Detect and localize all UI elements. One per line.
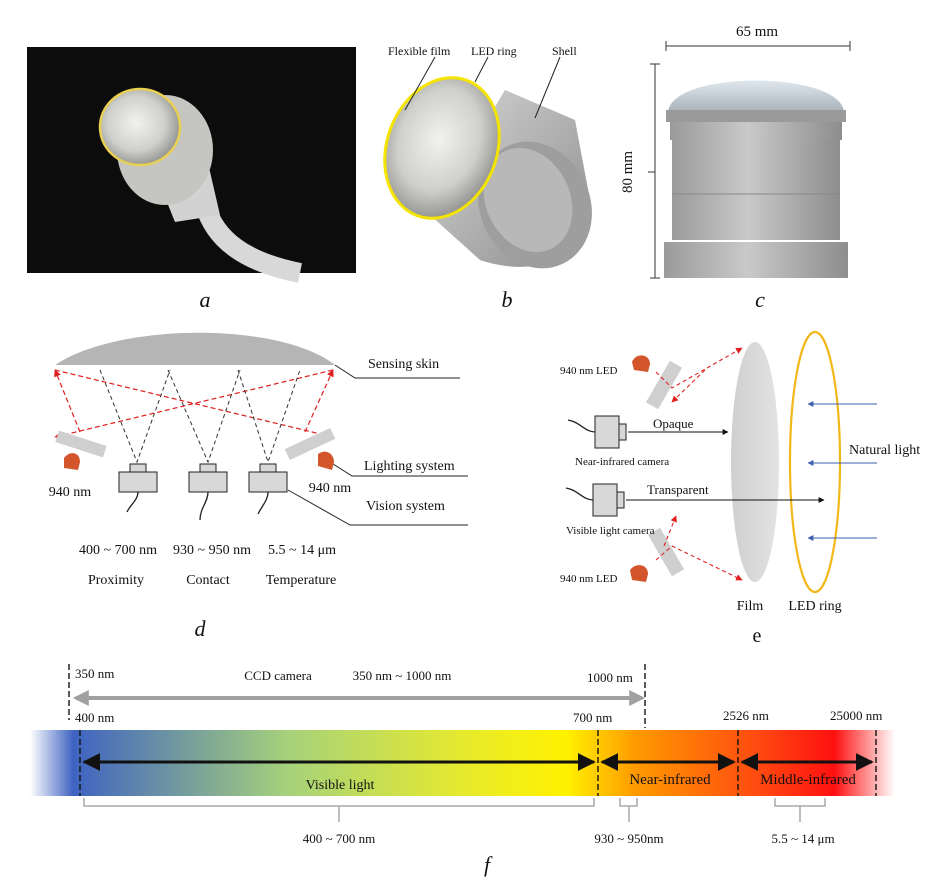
bracket-visible-label: 400 ~ 700 nm	[303, 831, 375, 846]
led-bottom-panel	[647, 527, 685, 577]
led-left-icon	[64, 453, 80, 470]
band-upper	[670, 122, 842, 140]
shell-base-inner	[483, 147, 573, 253]
film-label: Film	[737, 599, 764, 614]
panel-label-f: f	[484, 852, 493, 877]
region-mir: Middle-infrared	[760, 772, 856, 788]
region-nir: Near-infrared	[629, 772, 711, 788]
panel-c: 65 mm 80 mm c	[620, 24, 851, 312]
led-top-panel	[645, 360, 683, 410]
mode-contact: Contact	[186, 573, 230, 588]
led-right-label: 940 nm	[309, 481, 352, 496]
led-panel-right	[284, 427, 336, 461]
callout-led-ring: LED ring	[471, 44, 517, 58]
nir-camera-label: Near-infrared camera	[575, 456, 669, 468]
red-ray-3	[304, 369, 334, 433]
mark-2526: 2526 nm	[723, 708, 769, 723]
panel-label-a: a	[200, 287, 211, 312]
ccd-right-label: 1000 nm	[587, 670, 633, 685]
bracket-nir-label: 930 ~ 950nm	[594, 831, 663, 846]
callout-line-film	[404, 56, 436, 111]
red-ray-1	[54, 369, 81, 433]
mark-400: 400 nm	[75, 710, 114, 725]
led-top-ray	[655, 347, 743, 389]
panel-label-b: b	[502, 287, 513, 312]
led-top-ray-back	[671, 369, 706, 403]
flexible-film-shape	[384, 77, 500, 219]
led-right-icon	[318, 451, 334, 470]
panel-e: 940 nm LED 940 nm LED Opaque Near-infrar…	[560, 330, 920, 647]
band-temperature: 5.5 ~ 14 μm	[268, 543, 336, 558]
callout-line-shell	[534, 56, 561, 119]
label-sensing-skin: Sensing skin	[368, 357, 439, 372]
band-top	[666, 110, 846, 122]
led-ring-shape	[383, 76, 501, 220]
camera-3	[248, 463, 288, 515]
dim-width-label: 65 mm	[736, 24, 778, 40]
led-top-icon	[632, 355, 650, 372]
band-proximity: 400 ~ 700 nm	[79, 543, 157, 558]
region-visible: Visible light	[306, 778, 375, 793]
led-top-label: 940 nm LED	[560, 365, 617, 377]
mode-temperature: Temperature	[266, 573, 337, 588]
led-bottom-ray	[655, 545, 743, 581]
led-panel-left	[55, 430, 107, 458]
callout-sensing-skin	[334, 364, 460, 379]
label-vision-system: Vision system	[366, 499, 445, 514]
led-ring-label: LED ring	[788, 599, 841, 614]
mark-700: 700 nm	[573, 710, 612, 725]
bracket-mir	[774, 798, 826, 807]
dome-side	[668, 80, 844, 112]
led-bottom-ray-back	[663, 515, 677, 547]
led-bottom-label: 940 nm LED	[560, 573, 617, 585]
visible-camera	[565, 483, 625, 517]
callout-lighting	[329, 461, 468, 477]
mode-proximity: Proximity	[88, 573, 144, 588]
callout-flexible-film: Flexible film	[388, 44, 451, 58]
band-contact: 930 ~ 950 nm	[173, 543, 251, 558]
natural-light-label: Natural light	[849, 443, 920, 458]
transparent-label: Transparent	[647, 482, 709, 497]
view-cone-2	[167, 369, 241, 464]
band-middle	[672, 140, 840, 240]
view-cone-1	[99, 369, 171, 464]
led-bottom-icon	[630, 565, 648, 582]
panel-label-d: d	[195, 616, 207, 641]
ccd-range-label: 350 nm ~ 1000 nm	[353, 668, 452, 683]
camera-1	[118, 463, 158, 513]
led-ring-outline	[788, 330, 842, 594]
bracket-visible	[83, 798, 595, 807]
visible-camera-label: Visible light camera	[566, 525, 655, 537]
panel-label-c: c	[755, 287, 765, 312]
ccd-title: CCD camera	[244, 668, 312, 683]
mark-25000: 25000 nm	[830, 708, 882, 723]
opaque-label: Opaque	[653, 416, 694, 431]
sensor-dome-photo	[98, 87, 182, 167]
label-lighting-system: Lighting system	[364, 459, 455, 474]
bracket-nir	[619, 798, 638, 807]
callout-vision	[287, 489, 468, 526]
nir-camera	[567, 415, 627, 449]
panel-b: Flexible film LED ring Shell b	[383, 44, 592, 312]
callout-shell: Shell	[552, 44, 577, 58]
sensing-skin-shape	[55, 332, 335, 365]
dim-height-label: 80 mm	[620, 151, 636, 193]
panel-f: 350 nm CCD camera 350 nm ~ 1000 nm 1000 …	[30, 664, 895, 877]
bracket-mir-label: 5.5 ~ 14 μm	[771, 831, 834, 846]
panel-d: Sensing skin Lighting system Vision syst…	[49, 332, 468, 641]
film-shape	[731, 342, 779, 582]
panel-a: a	[27, 47, 356, 312]
ccd-left-label: 350 nm	[75, 666, 114, 681]
view-cone-3	[237, 369, 301, 464]
panel-label-e: e	[753, 625, 762, 647]
band-bottom	[664, 242, 848, 278]
led-left-label: 940 nm	[49, 485, 92, 500]
camera-2	[188, 463, 228, 521]
callout-line-led	[474, 56, 489, 83]
